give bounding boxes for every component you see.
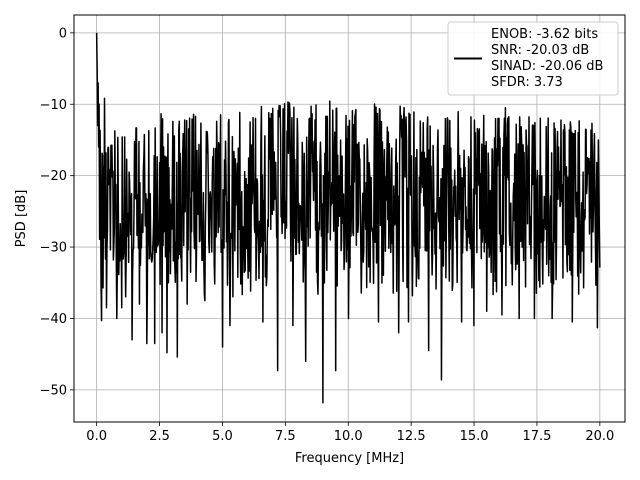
x-tick-label: 12.5 [397, 429, 426, 444]
legend-entry-sinad: SINAD: -20.06 dB [491, 59, 603, 74]
x-tick-label: 2.5 [149, 429, 170, 444]
plot-frame [73, 14, 626, 423]
psd-series-line [95, 32, 601, 404]
legend-entry-enob: ENOB: -3.62 bits [491, 27, 598, 42]
legend-entry-snr: SNR: -20.03 dB [491, 43, 589, 58]
y-tick-label: 0 [59, 26, 67, 41]
y-tick-label: −40 [40, 312, 67, 327]
x-tick-label: 0.0 [86, 429, 107, 444]
y-axis-label: PSD [dB] [14, 190, 29, 248]
x-axis-label: Frequency [MHz] [295, 451, 404, 466]
x-tick-label: 7.5 [275, 429, 296, 444]
legend: ENOB: -3.62 bits SNR: -20.03 dB SINAD: -… [447, 21, 619, 96]
series-layer [95, 32, 601, 404]
y-tick-label: −20 [40, 169, 67, 184]
x-tick-label: 10.0 [334, 429, 363, 444]
y-tick-label: −10 [40, 98, 67, 113]
y-tick-label: −30 [40, 241, 67, 256]
x-axis: 0.0 2.5 5.0 7.5 10.0 12.5 15.0 17.5 20.0 [86, 422, 614, 444]
x-tick-label: 5.0 [212, 429, 233, 444]
x-tick-label: 20.0 [585, 429, 614, 444]
legend-entry-sfdr: SFDR: 3.73 [491, 75, 563, 90]
x-tick-label: 15.0 [460, 429, 489, 444]
legend-box [447, 21, 619, 96]
y-tick-label: −50 [40, 383, 67, 398]
y-axis: 0 −10 −20 −30 −40 −50 [40, 26, 74, 398]
x-tick-label: 17.5 [522, 429, 551, 444]
